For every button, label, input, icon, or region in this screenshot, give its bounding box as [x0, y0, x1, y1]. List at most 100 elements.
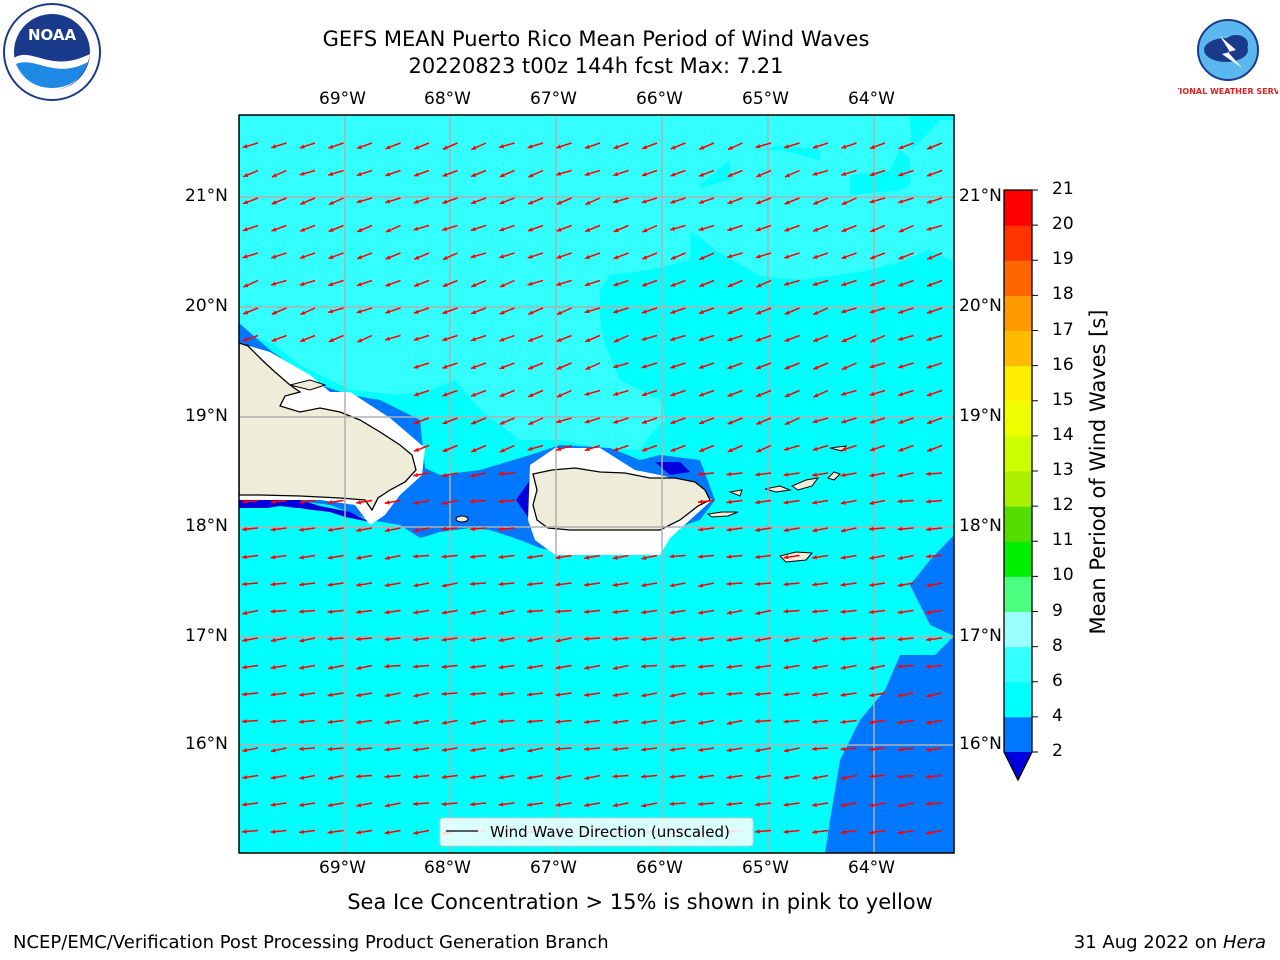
wind-wave-arrowhead — [385, 309, 391, 314]
wind-wave-arrowhead — [841, 200, 847, 205]
wind-wave-arrowhead — [613, 338, 619, 343]
wind-wave-arrowhead — [613, 227, 619, 232]
longitude-label: 65°W — [742, 89, 789, 109]
wind-wave-arrowhead — [413, 664, 418, 669]
wind-wave-arrowhead — [726, 581, 732, 586]
wind-wave-arrowhead — [384, 500, 390, 505]
wind-wave-arrowhead — [613, 364, 619, 369]
wind-wave-arrowhead — [584, 692, 589, 697]
longitude-label: 69°W — [319, 89, 366, 109]
wind-wave-arrowhead — [328, 200, 334, 205]
wind-wave-arrowhead — [812, 281, 818, 286]
wind-wave-arrowhead — [498, 719, 504, 724]
wind-wave-arrowhead — [612, 665, 618, 671]
wind-wave-arrowhead — [442, 364, 448, 369]
latitude-label: 19°N — [185, 406, 228, 426]
wind-wave-arrowhead — [670, 226, 676, 231]
wind-wave-arrowhead — [670, 309, 676, 314]
wind-wave-arrowhead — [755, 637, 761, 643]
wind-wave-arrowhead — [414, 282, 420, 287]
wind-wave-arrowhead — [300, 310, 306, 315]
wind-wave-arrowhead — [897, 747, 903, 752]
wind-wave-arrowhead — [584, 254, 590, 259]
wind-wave-arrowhead — [243, 310, 249, 315]
wind-wave-arrowhead — [926, 527, 931, 532]
wind-wave-arrowhead — [869, 391, 875, 396]
wind-wave-arrowhead — [927, 145, 933, 150]
wind-wave-arrowhead — [414, 255, 420, 260]
colorbar-ticks — [1032, 189, 1038, 753]
wind-wave-arrowhead — [242, 637, 248, 643]
wind-wave-arrowhead — [498, 499, 504, 504]
wind-wave-arrowhead — [470, 254, 476, 259]
wind-wave-arrowhead — [784, 200, 790, 205]
wind-wave-arrowhead — [641, 199, 647, 204]
wind-wave-arrowhead — [499, 144, 505, 149]
wind-wave-arrowhead — [470, 499, 475, 504]
wind-wave-arrowhead — [528, 337, 534, 342]
wind-wave-arrowhead — [470, 554, 475, 559]
wind-wave-arrowhead — [897, 693, 903, 698]
nws-logo: NATIONAL WEATHER SERVICE — [1178, 3, 1278, 97]
wind-wave-arrowhead — [784, 254, 790, 259]
wind-wave-arrowhead — [441, 774, 447, 780]
wind-wave-arrowhead — [242, 692, 247, 697]
wind-wave-arrowhead — [499, 172, 505, 177]
wind-wave-arrowhead — [528, 420, 534, 425]
wind-wave-arrowhead — [585, 200, 591, 205]
wind-wave-arrowhead — [413, 583, 419, 588]
longitude-label: 68°W — [424, 89, 471, 109]
wind-wave-arrowhead — [270, 609, 276, 614]
wind-wave-arrowhead — [812, 829, 817, 835]
wind-wave-arrowhead — [585, 365, 591, 370]
wind-wave-arrowhead — [527, 802, 532, 807]
colorbar-swatch — [1004, 681, 1032, 718]
wind-wave-arrowhead — [613, 309, 619, 314]
wind-wave-arrowhead — [869, 419, 875, 424]
wind-wave-arrowhead — [584, 582, 589, 587]
wind-wave-arrowhead — [784, 420, 790, 425]
wind-wave-arrowhead — [698, 610, 704, 615]
wind-wave-arrowhead — [527, 582, 532, 587]
wind-wave-arrowhead — [783, 527, 789, 533]
wind-wave-arrowhead — [670, 419, 676, 424]
wind-wave-arrowhead — [898, 172, 904, 177]
wind-wave-arrowhead — [641, 747, 646, 752]
wind-wave-arrowhead — [384, 555, 390, 561]
wind-wave-arrowhead — [413, 172, 419, 177]
wind-wave-arrowhead — [840, 555, 846, 560]
latitude-label: 16°N — [185, 734, 228, 754]
wind-wave-arrowhead — [356, 609, 361, 615]
wind-wave-arrowhead — [527, 227, 533, 232]
wind-wave-arrowhead — [413, 364, 419, 369]
wind-wave-arrowhead — [869, 282, 875, 287]
wind-wave-arrowhead — [270, 665, 276, 670]
latitude-label: 17°N — [185, 626, 228, 646]
wind-wave-arrowhead — [270, 748, 276, 753]
wind-wave-arrowhead — [698, 527, 703, 532]
wind-wave-arrowhead — [926, 720, 932, 725]
colorbar-tick-label: 4 — [1052, 705, 1063, 726]
wind-wave-arrowhead — [755, 581, 760, 587]
wind-wave-arrowhead — [471, 447, 477, 452]
wind-wave-arrowhead — [840, 582, 846, 587]
wind-wave-arrowhead — [869, 555, 875, 560]
longitude-label: 67°W — [530, 89, 577, 109]
wind-wave-arrowhead — [755, 829, 760, 834]
wind-wave-arrowhead — [470, 526, 475, 532]
wind-wave-arrowhead — [300, 337, 306, 342]
wind-wave-arrowhead — [242, 829, 247, 834]
wind-wave-arrowhead — [470, 637, 475, 642]
wind-wave-arrowhead — [783, 472, 789, 477]
wind-wave-arrowhead — [413, 419, 419, 424]
wind-wave-arrowhead — [670, 336, 676, 341]
wind-wave-arrowhead — [327, 582, 333, 587]
wind-wave-arrowhead — [299, 144, 305, 149]
wind-wave-arrowhead — [840, 692, 846, 697]
wind-wave-arrowhead — [441, 526, 447, 531]
longitude-label: 69°W — [319, 858, 366, 878]
wind-wave-arrowhead — [726, 720, 732, 726]
wind-wave-arrowhead — [840, 802, 846, 808]
wind-wave-arrowhead — [498, 471, 504, 476]
wind-wave-arrowhead — [441, 664, 447, 669]
